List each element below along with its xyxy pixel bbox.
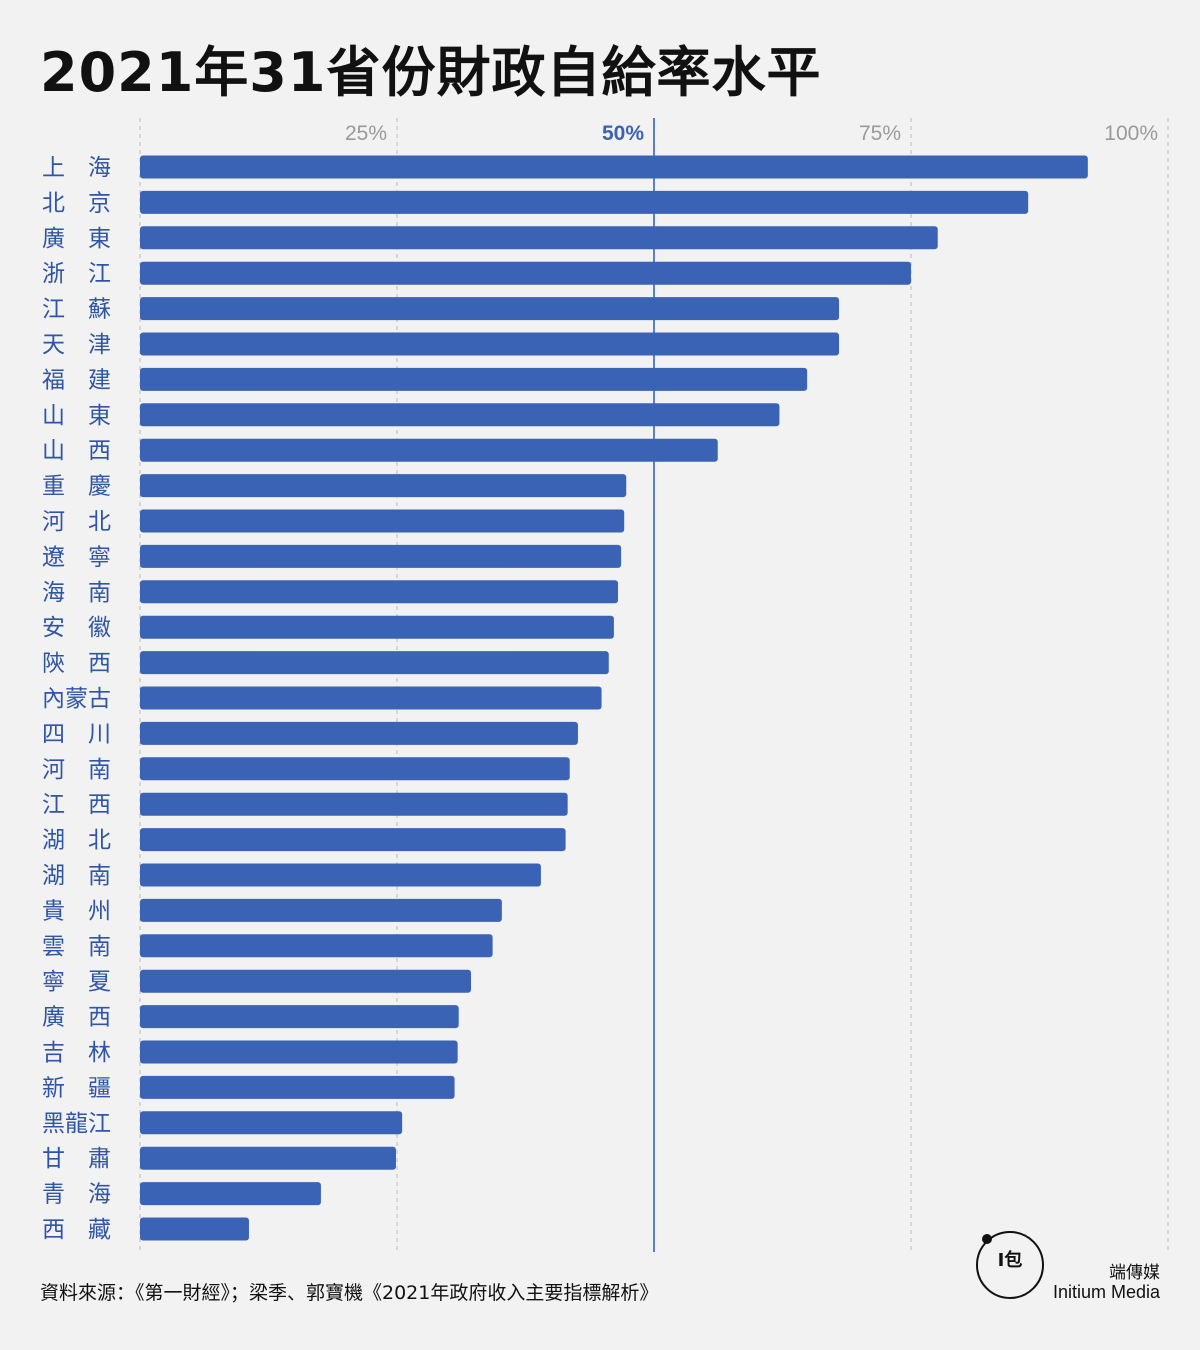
category-label: 福 建 (42, 367, 111, 393)
bar (140, 615, 614, 639)
bar (140, 190, 1029, 214)
category-label: 江 西 (42, 792, 111, 818)
bar (140, 792, 568, 816)
category-label: 西 藏 (42, 1217, 111, 1243)
category-label: 四 川 (42, 721, 111, 747)
bar (140, 1217, 249, 1241)
bar (140, 757, 570, 781)
bar (140, 651, 609, 675)
category-label: 青 海 (42, 1182, 111, 1208)
bar (140, 1075, 455, 1099)
bar (140, 403, 780, 427)
bar (140, 1111, 403, 1135)
category-label: 遼 寧 (42, 544, 111, 570)
category-label: 寧 夏 (42, 969, 111, 995)
category-label: 山 西 (42, 438, 111, 464)
bar (140, 261, 911, 285)
bar (140, 934, 493, 958)
bar (140, 898, 502, 922)
category-label: 廣 東 (42, 226, 111, 252)
x-tick-label: 25% (345, 122, 387, 145)
bar (140, 686, 602, 710)
category-label: 吉 林 (42, 1040, 111, 1066)
bars (140, 155, 1088, 1241)
bar (140, 474, 627, 498)
category-label: 山 東 (42, 403, 111, 429)
bar (140, 1182, 321, 1206)
bar (140, 367, 808, 391)
category-label: 黑龍江 (42, 1111, 111, 1137)
bar (140, 509, 625, 533)
category-label: 河 北 (42, 509, 111, 535)
initium-logo-icon: I包 (976, 1231, 1044, 1299)
bar (140, 438, 718, 462)
category-label: 江 蘇 (42, 297, 111, 323)
bar (140, 1146, 396, 1170)
axis-tick-labels: 25% 50% 75% 100% (345, 122, 1158, 145)
brand-name-en: Initium Media (1052, 1282, 1160, 1302)
category-label: 廣 西 (42, 1005, 111, 1031)
bar (140, 721, 578, 745)
category-label: 雲 南 (42, 934, 111, 960)
category-label: 河 南 (42, 757, 111, 783)
x-tick-label: 50% (602, 122, 644, 145)
x-tick-label: 75% (859, 122, 901, 145)
category-label: 北 京 (42, 190, 111, 216)
bar (140, 580, 619, 604)
source-note: 資料來源：《第一財經》；梁季、郭寶機《2021年政府收入主要指標解析》 (40, 1282, 659, 1304)
bar-chart: 上 海北 京廣 東浙 江江 蘇天 津福 建山 東山 西重 慶河 北遼 寧海 南安… (42, 118, 1169, 1252)
bar (140, 155, 1088, 179)
category-label: 安 徽 (42, 615, 111, 641)
bar (140, 1040, 458, 1064)
category-label: 甘 肅 (42, 1146, 111, 1172)
category-label: 湖 南 (42, 863, 111, 889)
bar (140, 226, 938, 250)
category-label: 重 慶 (42, 474, 111, 500)
bar (140, 969, 472, 993)
category-label: 新 疆 (42, 1075, 111, 1101)
category-label: 上 海 (42, 155, 111, 181)
category-label: 海 南 (42, 580, 111, 606)
category-label: 湖 北 (42, 828, 111, 854)
category-label: 天 津 (42, 332, 111, 358)
bar (140, 332, 840, 356)
bar (140, 863, 541, 887)
bar (140, 297, 840, 321)
x-tick-label: 100% (1104, 122, 1158, 145)
category-label: 貴 州 (42, 898, 111, 924)
category-label: 內蒙古 (42, 686, 111, 712)
category-label: 浙 江 (42, 261, 111, 287)
bar (140, 828, 566, 852)
bar (140, 544, 622, 568)
chart-title: 2021年31省份財政自給率水平 (40, 41, 822, 104)
bar (140, 1005, 459, 1029)
brand-name-zh: 端傳媒 (1109, 1263, 1160, 1283)
category-labels: 上 海北 京廣 東浙 江江 蘇天 津福 建山 東山 西重 慶河 北遼 寧海 南安… (42, 155, 111, 1243)
category-label: 陝 西 (42, 651, 111, 677)
svg-text:I包: I包 (998, 1249, 1023, 1271)
